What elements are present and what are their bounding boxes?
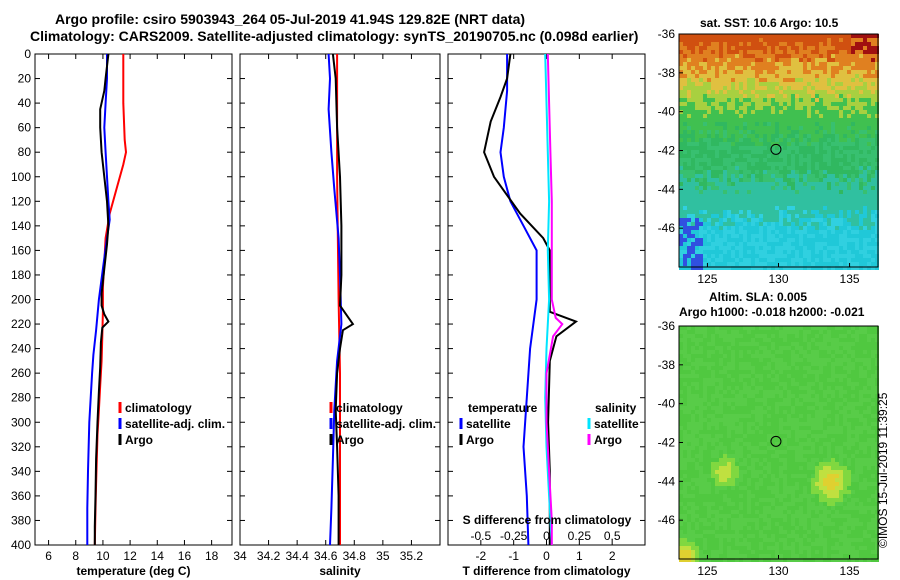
diff-legend-temperature-label: satellite	[466, 417, 511, 431]
x-tick-label: 35.2	[400, 549, 424, 563]
x-tick-label: 34	[233, 549, 247, 563]
diff-top-tick-label: 0	[543, 529, 550, 543]
x-tick-label: 34.8	[343, 549, 367, 563]
imos-watermark: ©IMOS 15-Jul-2019 11:39:25	[876, 392, 890, 548]
depth-tick-label: 360	[11, 489, 31, 503]
sla-map-y-tick-label: -40	[658, 397, 676, 411]
diff-top-axis-label: S difference from climatology	[463, 513, 632, 527]
sst-map-x-tick-label: 135	[840, 272, 860, 286]
depth-tick-label: 140	[11, 219, 31, 233]
x-tick-label: -1	[508, 549, 519, 563]
salinity-legend-label: climatology	[336, 401, 403, 415]
x-axis-label-temperature: temperature (deg C)	[76, 564, 190, 578]
sst-map-pixels	[679, 34, 879, 270]
diff-legend-salinity-label: satellite	[594, 417, 639, 431]
x-tick-label: 6	[45, 549, 52, 563]
sla-map-y-tick-label: -38	[658, 358, 676, 372]
diff-legend-temperature-title: temperature	[468, 401, 538, 415]
x-tick-label: 16	[178, 549, 192, 563]
sla-map-x-tick-label: 135	[840, 564, 860, 578]
sst-map-y-tick-label: -38	[658, 66, 676, 80]
x-tick-label: 34.4	[285, 549, 309, 563]
temperature-legend-label: climatology	[125, 401, 192, 415]
x-tick-label: 34.2	[257, 549, 281, 563]
depth-tick-label: 180	[11, 268, 31, 282]
diff-top-tick-label: -0.5	[470, 529, 491, 543]
depth-tick-label: 260	[11, 366, 31, 380]
sst-map-title: sat. SST: 10.6 Argo: 10.5	[700, 16, 839, 30]
temperature-legend-label: satellite-adj. clim.	[125, 417, 225, 431]
series-line-argo	[93, 53, 110, 545]
sla-map-y-tick-label: -44	[658, 474, 676, 488]
x-tick-label: -2	[475, 549, 486, 563]
depth-tick-label: 340	[11, 464, 31, 478]
x-tick-label: 1	[576, 549, 583, 563]
salinity-legend-label: Argo	[336, 433, 364, 447]
x-tick-label: 2	[609, 549, 616, 563]
depth-tick-label: 100	[11, 170, 31, 184]
sst-map-y-tick-label: -46	[658, 221, 676, 235]
x-tick-label: 34.6	[314, 549, 338, 563]
x-tick-label: 0	[543, 549, 550, 563]
x-axis-label-difference: T difference from climatology	[462, 564, 630, 578]
panel-frame-temperature	[34, 53, 233, 546]
plot-title-line1: Argo profile: csiro 5903943_264 05-Jul-2…	[55, 11, 526, 27]
depth-tick-label: 380	[11, 513, 31, 527]
sst-map-y-tick-label: -36	[658, 27, 676, 41]
sst-map-x-tick-label: 125	[697, 272, 717, 286]
depth-tick-label: 300	[11, 415, 31, 429]
depth-tick-label: 60	[18, 121, 32, 135]
depth-tick-label: 400	[11, 538, 31, 552]
sla-map-pixels	[679, 326, 879, 562]
depth-tick-label: 40	[18, 96, 32, 110]
diff-legend-salinity-label: Argo	[594, 433, 622, 447]
sla-map-title: Altim. SLA: 0.005	[709, 290, 808, 304]
sla-map-x-tick-label: 130	[768, 564, 788, 578]
sla-map-y-tick-label: -46	[658, 513, 676, 527]
depth-tick-label: 80	[18, 145, 32, 159]
x-tick-label: 8	[72, 549, 79, 563]
depth-tick-label: 120	[11, 194, 31, 208]
diff-top-tick-label: 0.25	[568, 529, 592, 543]
sla-map-subtitle: Argo h1000: -0.018 h2000: -0.021	[679, 305, 865, 319]
sla-map-x-tick-label: 125	[697, 564, 717, 578]
series-line-argo	[331, 53, 355, 545]
temperature-legend-label: Argo	[125, 433, 153, 447]
depth-tick-label: 20	[18, 72, 32, 86]
sst-map-y-tick-label: -44	[658, 182, 676, 196]
depth-tick-label: 240	[11, 342, 31, 356]
sst-map-x-tick-label: 130	[768, 272, 788, 286]
plot-title-line2: Climatology: CARS2009. Satellite-adjuste…	[30, 28, 639, 44]
series-line-t-argo	[483, 53, 579, 545]
depth-tick-label: 160	[11, 243, 31, 257]
sst-map-argo-marker	[770, 143, 782, 155]
diff-legend-temperature-label: Argo	[466, 433, 494, 447]
x-tick-label: 35	[376, 549, 390, 563]
depth-tick-label: 280	[11, 391, 31, 405]
sst-map-y-tick-label: -40	[658, 105, 676, 119]
x-tick-label: 10	[96, 549, 110, 563]
x-tick-label: 12	[123, 549, 137, 563]
depth-tick-label: 200	[11, 293, 31, 307]
series-line-s-argo	[545, 53, 564, 545]
x-axis-label-salinity: salinity	[319, 564, 361, 578]
diff-top-tick-label: 0.5	[604, 529, 621, 543]
x-tick-label: 14	[151, 549, 165, 563]
sla-map-y-tick-label: -42	[658, 436, 676, 450]
series-line-satellite-adj.-clim.	[327, 53, 343, 546]
diff-legend-salinity-title: salinity	[595, 401, 637, 415]
depth-tick-label: 0	[24, 47, 31, 61]
series-line-t-satellite	[499, 54, 538, 546]
salinity-legend-label: satellite-adj. clim.	[336, 417, 436, 431]
sla-map-y-tick-label: -36	[658, 319, 676, 333]
x-tick-label: 18	[205, 549, 219, 563]
depth-tick-label: 320	[11, 440, 31, 454]
depth-tick-label: 220	[11, 317, 31, 331]
series-line-s-satellite	[544, 53, 553, 546]
sla-map-argo-marker	[770, 435, 782, 447]
diff-top-tick-label: -0.25	[500, 529, 528, 543]
sst-map-y-tick-label: -42	[658, 144, 676, 158]
series-line-satellite-adj.-clim.	[86, 54, 111, 545]
